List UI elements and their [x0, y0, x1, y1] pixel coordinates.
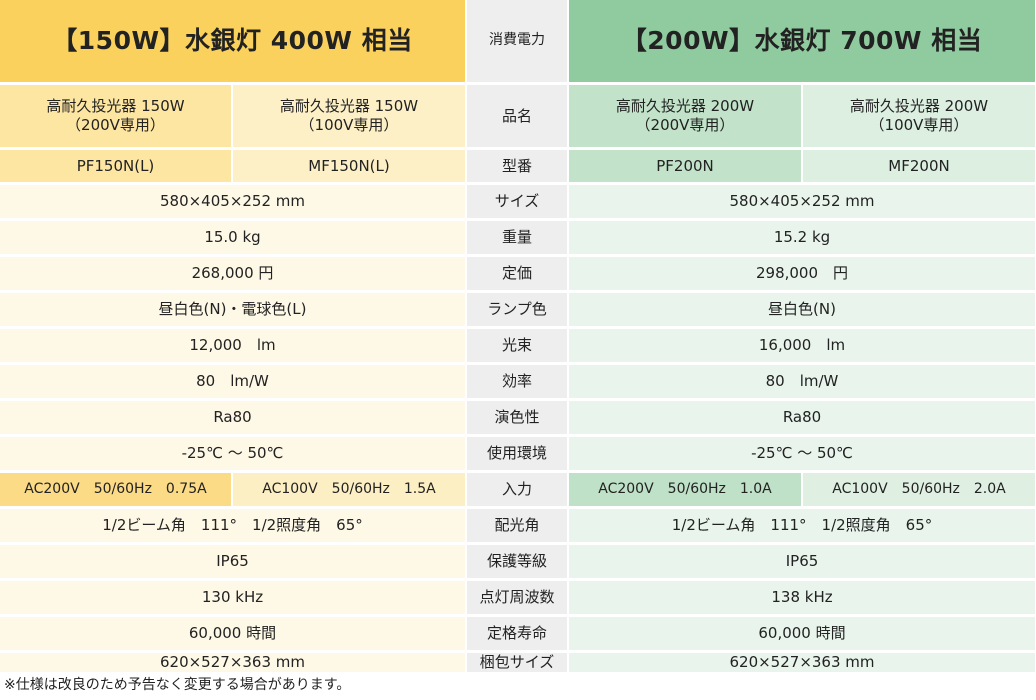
value-right: -25℃ 〜 50℃ — [569, 437, 1035, 470]
row-label: 使用環境 — [467, 437, 567, 470]
row-label: 型番 — [467, 150, 567, 182]
value-right: 1/2ビーム角 111° 1/2照度角 65° — [569, 509, 1035, 542]
row-label: 重量 — [467, 221, 567, 254]
row-label: 点灯周波数 — [467, 581, 567, 614]
value-left: -25℃ 〜 50℃ — [0, 437, 465, 470]
value-left: IP65 — [0, 545, 465, 578]
input-b: AC100V 50/60Hz 1.5A — [233, 473, 465, 506]
model-c: PF200N — [569, 150, 801, 182]
name-b: 高耐久投光器 150W （100V専用） — [233, 85, 465, 147]
value-right: 620×527×363 mm — [569, 653, 1035, 672]
row-label: 光束 — [467, 329, 567, 362]
value-right: Ra80 — [569, 401, 1035, 434]
row-label: 配光角 — [467, 509, 567, 542]
header-label: 消費電力 — [467, 0, 567, 82]
value-right: 60,000 時間 — [569, 617, 1035, 650]
model-d: MF200N — [803, 150, 1035, 182]
value-left: 1/2ビーム角 111° 1/2照度角 65° — [0, 509, 465, 542]
value-right: 15.2 kg — [569, 221, 1035, 254]
row-label: 効率 — [467, 365, 567, 398]
model-a: PF150N(L) — [0, 150, 231, 182]
value-left: 15.0 kg — [0, 221, 465, 254]
footnote: ※仕様は改良のため予告なく変更する場合があります。 — [4, 677, 351, 693]
value-left: 580×405×252 mm — [0, 185, 465, 218]
header-200w: 【200W】水銀灯 700W 相当 — [569, 0, 1035, 82]
row-label: サイズ — [467, 185, 567, 218]
name-d: 高耐久投光器 200W （100V専用） — [803, 85, 1035, 147]
row-label: 定価 — [467, 257, 567, 290]
row-label: 保護等級 — [467, 545, 567, 578]
row-label: 梱包サイズ — [467, 653, 567, 672]
value-left: 80 lm/W — [0, 365, 465, 398]
name-a: 高耐久投光器 150W （200V専用） — [0, 85, 231, 147]
row-label: ランプ色 — [467, 293, 567, 326]
spec-table: 【150W】水銀灯 400W 相当 消費電力 【200W】水銀灯 700W 相当… — [0, 0, 1035, 672]
value-right: 80 lm/W — [569, 365, 1035, 398]
header-150w: 【150W】水銀灯 400W 相当 — [0, 0, 465, 82]
row-label: 定格寿命 — [467, 617, 567, 650]
value-right: 580×405×252 mm — [569, 185, 1035, 218]
value-right: 昼白色(N) — [569, 293, 1035, 326]
value-left: 60,000 時間 — [0, 617, 465, 650]
value-left: 620×527×363 mm — [0, 653, 465, 672]
input-c: AC200V 50/60Hz 1.0A — [569, 473, 801, 506]
name-c: 高耐久投光器 200W （200V専用） — [569, 85, 801, 147]
row-label: 入力 — [467, 473, 567, 506]
value-left: 268,000 円 — [0, 257, 465, 290]
value-left: Ra80 — [0, 401, 465, 434]
input-a: AC200V 50/60Hz 0.75A — [0, 473, 231, 506]
model-b: MF150N(L) — [233, 150, 465, 182]
value-right: 16,000 lm — [569, 329, 1035, 362]
input-d: AC100V 50/60Hz 2.0A — [803, 473, 1035, 506]
value-right: IP65 — [569, 545, 1035, 578]
value-left: 12,000 lm — [0, 329, 465, 362]
value-left: 昼白色(N)・電球色(L) — [0, 293, 465, 326]
value-right: 298,000 円 — [569, 257, 1035, 290]
value-left: 130 kHz — [0, 581, 465, 614]
row-label: 演色性 — [467, 401, 567, 434]
value-right: 138 kHz — [569, 581, 1035, 614]
row-label: 品名 — [467, 85, 567, 147]
